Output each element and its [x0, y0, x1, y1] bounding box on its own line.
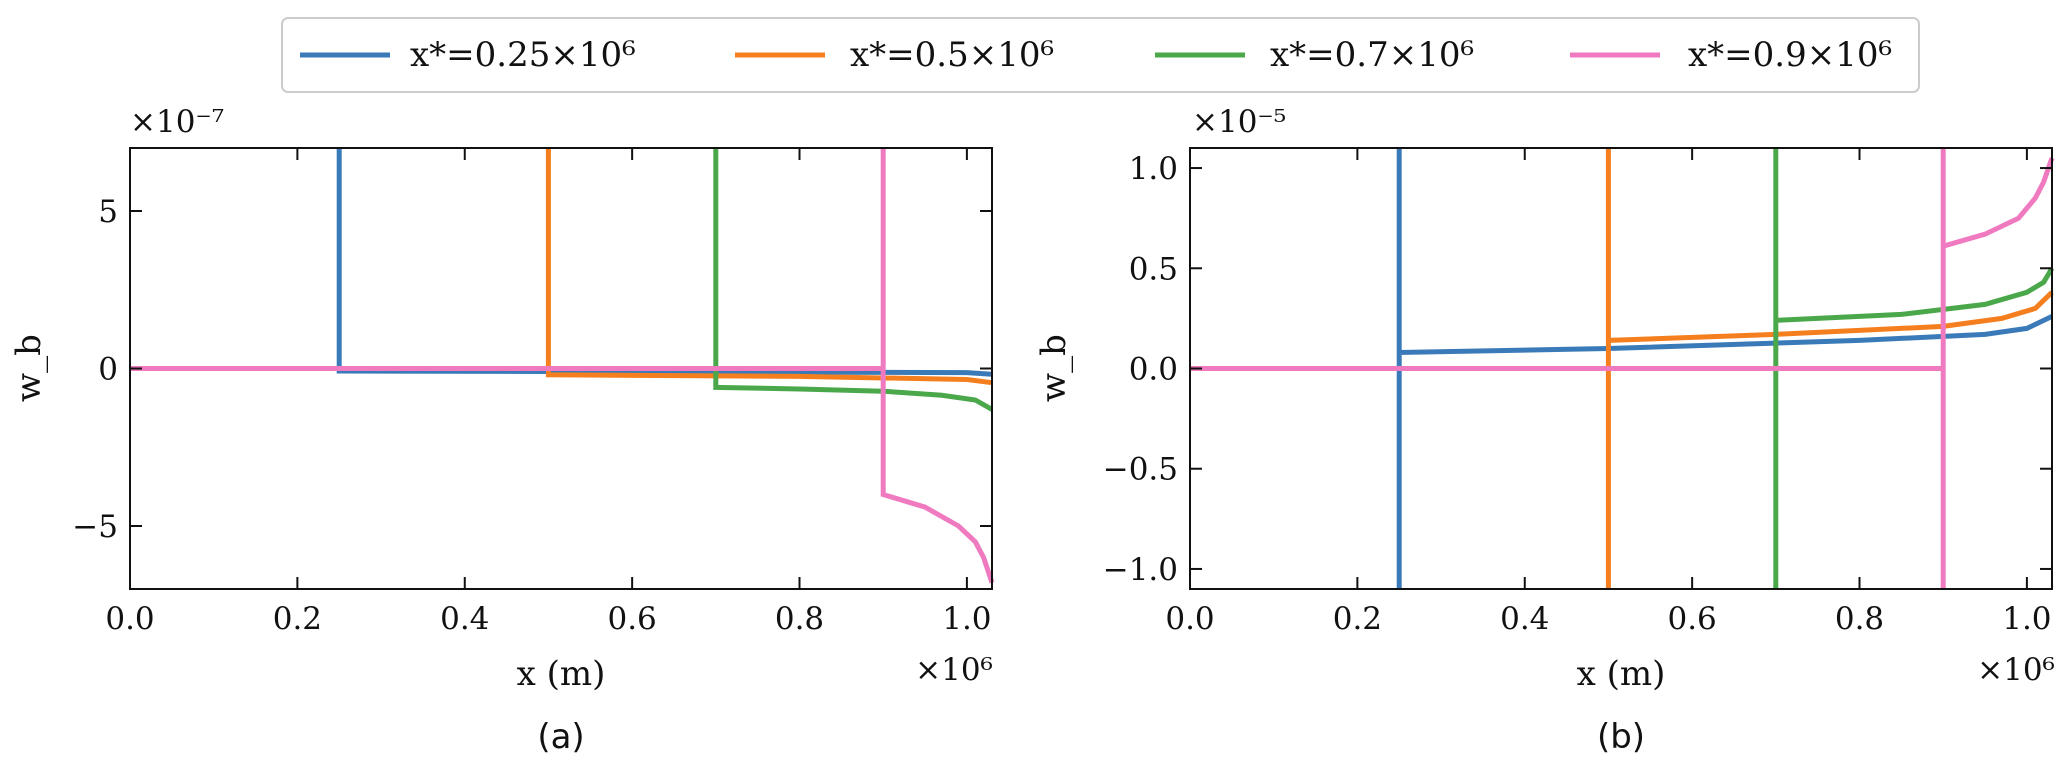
x-tick-label: 0.2 — [273, 601, 322, 637]
y-tick-label: −1.0 — [1103, 552, 1178, 588]
x-tick-label: 1.0 — [942, 601, 991, 637]
y-tick-label: 1.0 — [1129, 151, 1178, 187]
x-axis-label: x (m) — [517, 654, 606, 694]
legend-frame — [281, 17, 1920, 93]
legend-label: x*=0.7×10⁶ — [1270, 35, 1474, 75]
series-group — [130, 148, 995, 584]
x-tick-label: 0.4 — [1500, 601, 1549, 637]
series-line-2 — [130, 148, 993, 386]
legend-entry-2: x*=0.5×10⁶ — [735, 35, 1054, 75]
legend-entry-1: x*=0.25×10⁶ — [300, 35, 636, 75]
x-multiplier: ×10⁶ — [915, 652, 993, 688]
y-axis-label: w_b — [9, 334, 49, 402]
y-multiplier: ×10⁻⁷ — [130, 104, 224, 140]
y-tick-label: 0.5 — [1129, 251, 1178, 287]
legend: x*=0.25×10⁶ x*=0.5×10⁶ x*=0.7×10⁶ x*=0.9… — [281, 17, 1920, 93]
x-multiplier: ×10⁶ — [1977, 652, 2055, 688]
series-line-4 — [1190, 148, 2055, 589]
legend-label: x*=0.5×10⁶ — [850, 35, 1054, 75]
x-tick-label: 0.8 — [1835, 601, 1884, 637]
series-line-2 — [1190, 148, 2054, 589]
x-tick-label: 1.0 — [2002, 601, 2051, 637]
tick-group: 0.0 0.2 0.4 0.6 0.8 1.0 −1.0 −0.5 0.0 0.5 1.0 — [1103, 148, 2052, 637]
panel-label-a: (a) — [537, 717, 584, 757]
y-tick-label: −0.5 — [1103, 452, 1178, 488]
series-line-3 — [130, 148, 994, 412]
y-axis-label: w_b — [1034, 334, 1074, 402]
y-tick-label: 5 — [98, 194, 118, 230]
chart-panel-b: 0.0 0.2 0.4 0.6 0.8 1.0 −1.0 −0.5 0.0 0.5 1.0 ×10⁻… — [1034, 104, 2055, 757]
series-line-1 — [1190, 148, 2054, 589]
x-tick-label: 0.4 — [440, 601, 489, 637]
panel-label-b: (b) — [1597, 717, 1645, 757]
x-tick-label: 0.2 — [1333, 601, 1382, 637]
x-tick-label: 0.0 — [105, 601, 154, 637]
series-line-4 — [130, 148, 995, 584]
tick-group: 0.0 0.2 0.4 0.6 0.8 1.0 −5 0 5 — [72, 148, 992, 637]
y-tick-label: −5 — [72, 509, 118, 545]
series-line-1 — [130, 148, 993, 377]
legend-label: x*=0.25×10⁶ — [410, 35, 636, 75]
chart-panel-a: 0.0 0.2 0.4 0.6 0.8 1.0−505 ×10⁻⁷ ×10⁶ x (m) … — [9, 104, 995, 757]
legend-entry-4: x*=0.9×10⁶ — [1570, 35, 1892, 75]
y-multiplier: ×10⁻⁵ — [1192, 104, 1286, 140]
legend-entry-3: x*=0.7×10⁶ — [1155, 35, 1474, 75]
series-line-3 — [1190, 148, 2055, 589]
y-tick-label: 0.0 — [1129, 352, 1178, 388]
x-tick-label: 0.6 — [1667, 601, 1716, 637]
y-tick-label: 0 — [98, 352, 118, 388]
x-axis-label: x (m) — [1577, 654, 1666, 694]
x-tick-label: 0.8 — [775, 601, 824, 637]
x-tick-label: 0.0 — [1165, 601, 1214, 637]
legend-label: x*=0.9×10⁶ — [1688, 35, 1892, 75]
x-tick-label: 0.6 — [607, 601, 656, 637]
series-group — [1190, 148, 2055, 589]
